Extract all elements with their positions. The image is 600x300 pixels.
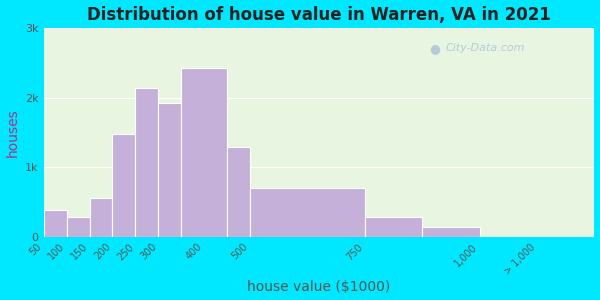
- Bar: [227, 147, 250, 237]
- Bar: [250, 188, 365, 237]
- Bar: [365, 217, 422, 237]
- X-axis label: house value ($1000): house value ($1000): [247, 280, 391, 294]
- Bar: [44, 210, 67, 237]
- Bar: [89, 198, 112, 237]
- Bar: [422, 227, 479, 237]
- Text: ●: ●: [429, 43, 440, 56]
- Bar: [67, 217, 89, 237]
- Y-axis label: houses: houses: [5, 108, 20, 157]
- Title: Distribution of house value in Warren, VA in 2021: Distribution of house value in Warren, V…: [87, 6, 551, 24]
- Bar: [112, 134, 136, 237]
- Bar: [158, 103, 181, 237]
- Bar: [136, 88, 158, 237]
- Bar: [181, 68, 227, 237]
- Text: City-Data.com: City-Data.com: [446, 43, 525, 52]
